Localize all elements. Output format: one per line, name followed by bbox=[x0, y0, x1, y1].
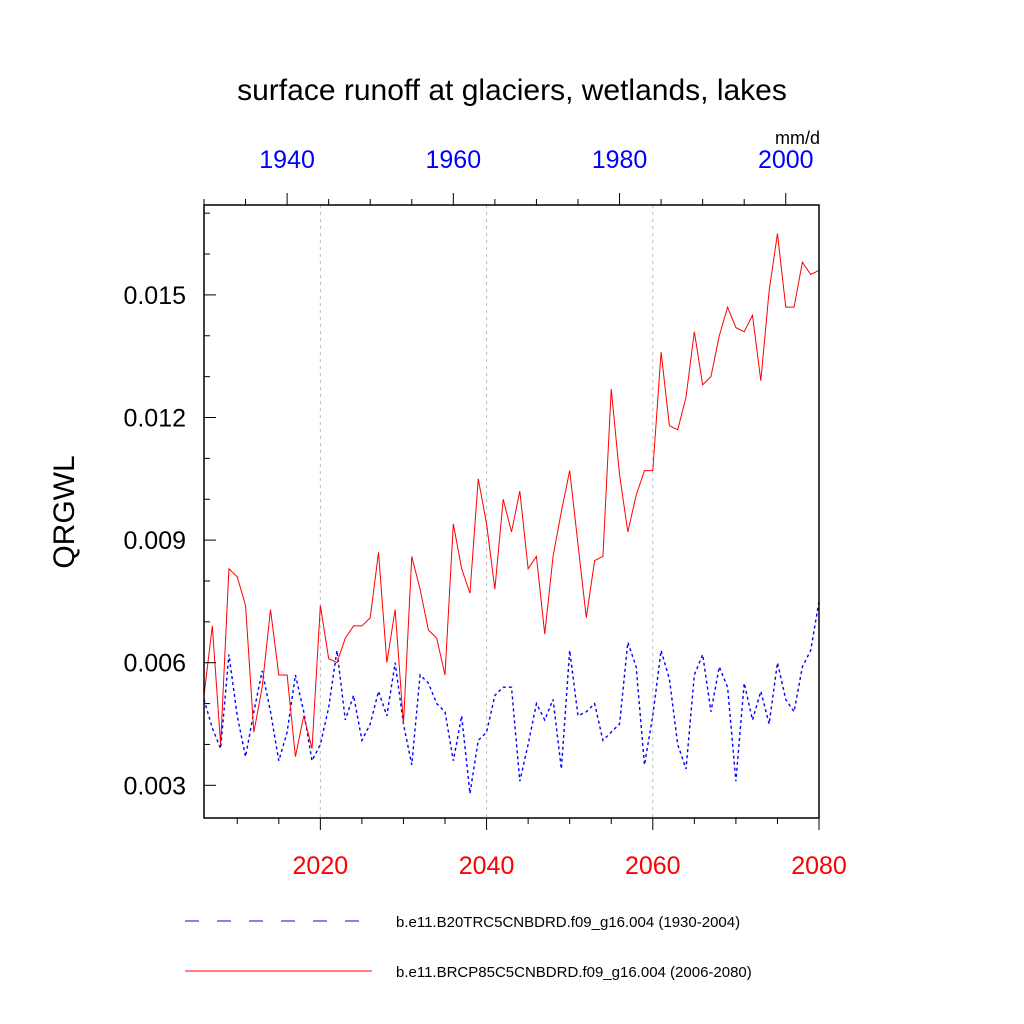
series-line-0 bbox=[203, 601, 820, 794]
bottom-tick-label: 2020 bbox=[293, 852, 349, 880]
bottom-tick-label: 2080 bbox=[791, 852, 847, 880]
series-1 bbox=[203, 233, 820, 757]
y-tick-label: 0.003 bbox=[123, 772, 186, 800]
units-label: mm/d bbox=[775, 128, 820, 148]
bottom-tick-label: 2040 bbox=[459, 852, 515, 880]
top-tick-label: 2000 bbox=[758, 146, 814, 174]
y-tick-label: 0.012 bbox=[123, 405, 186, 433]
legend-label-0: b.e11.B20TRC5CNBDRD.f09_g16.004 (1930-20… bbox=[396, 914, 740, 931]
series-0 bbox=[203, 601, 820, 794]
series-layer bbox=[203, 233, 820, 794]
top-tick-label: 1980 bbox=[592, 146, 648, 174]
legend-label-1: b.e11.BRCP85C5CNBDRD.f09_g16.004 (2006-2… bbox=[396, 964, 752, 981]
axis-tick-labels: 0.003 0.006 0.009 0.012 0.015 1940 1960 1980 200… bbox=[123, 146, 846, 880]
plot-frame bbox=[203, 204, 820, 819]
top-tick-label: 1940 bbox=[259, 146, 315, 174]
y-tick-label: 0.009 bbox=[123, 527, 186, 555]
series-line-1 bbox=[203, 233, 820, 757]
axis-ticks bbox=[203, 193, 820, 830]
y-axis-label: QRGWL bbox=[48, 455, 81, 568]
y-tick-label: 0.015 bbox=[123, 282, 186, 310]
bottom-tick-label: 2060 bbox=[625, 852, 681, 880]
grid-lines bbox=[319, 205, 654, 818]
chart-title: surface runoff at glaciers, wetlands, la… bbox=[237, 74, 787, 107]
legend: b.e11.B20TRC5CNBDRD.f09_g16.004 (1930-20… bbox=[185, 914, 752, 981]
top-tick-label: 1960 bbox=[426, 146, 482, 174]
y-tick-label: 0.006 bbox=[123, 650, 186, 678]
